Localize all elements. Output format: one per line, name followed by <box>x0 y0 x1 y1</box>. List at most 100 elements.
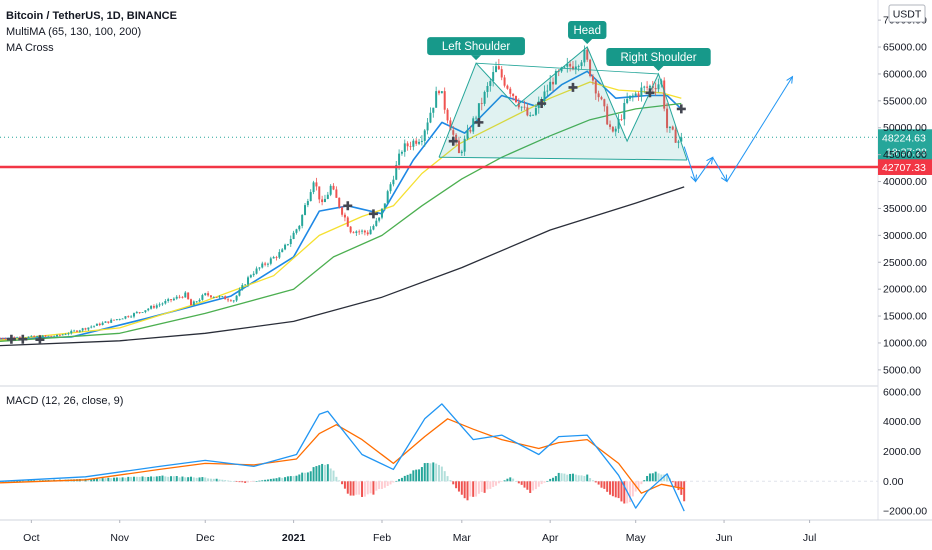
macd-bar-positive <box>566 474 569 482</box>
candle-up <box>104 321 107 323</box>
candle-up <box>289 238 292 245</box>
candle-down <box>227 299 230 301</box>
macd-bar-negative <box>375 481 378 491</box>
ma-cross-marker <box>645 88 655 98</box>
candle-up <box>87 327 90 330</box>
time-axis-label: Oct <box>23 532 39 544</box>
candle-up <box>212 297 215 298</box>
candle-up <box>124 316 127 319</box>
macd-bar-negative <box>529 481 532 493</box>
candle-down <box>1 338 4 339</box>
macd-bar-positive <box>646 475 649 482</box>
candle-down <box>178 296 181 298</box>
candle-down <box>591 76 594 81</box>
macd-bar-positive <box>552 477 555 482</box>
candle-up <box>380 208 383 218</box>
macd-bar-positive <box>232 481 235 482</box>
candle-down <box>509 88 512 94</box>
candle-down <box>452 130 455 135</box>
macd-bar-positive <box>315 466 318 482</box>
macd-bar-positive <box>335 476 338 482</box>
macd-bar-positive <box>301 472 304 482</box>
macd-bar-positive <box>554 476 557 482</box>
macd-bar-positive <box>16 480 19 482</box>
candle-down <box>332 185 335 190</box>
candle-up <box>577 66 580 67</box>
macd-axis-label: 0.00 <box>883 476 904 488</box>
macd-bar-positive <box>509 477 512 482</box>
macd-bar-positive <box>304 472 307 482</box>
candle-down <box>526 107 529 116</box>
macd-bar-positive <box>571 473 574 482</box>
candle-up <box>295 229 298 233</box>
macd-bar-positive <box>449 480 452 482</box>
ma-cross-marker <box>35 335 45 345</box>
candle-up <box>301 214 304 226</box>
macd-bar-negative <box>631 481 634 497</box>
pattern-label-right-shoulder: Right Shoulder <box>606 47 711 71</box>
candle-down <box>33 335 36 337</box>
macd-bar-negative <box>526 481 529 490</box>
candle-up <box>546 90 549 92</box>
macd-bar-positive <box>546 481 549 482</box>
candle-up <box>53 336 56 338</box>
ma-cross-marker <box>6 334 16 344</box>
macd-bar-positive <box>204 477 207 482</box>
candle-up <box>192 301 195 306</box>
time-axis-label: Dec <box>196 532 215 544</box>
macd-bar-positive <box>113 477 116 482</box>
candle-down <box>264 263 267 265</box>
candle-up <box>355 231 358 233</box>
time-axis-label: Feb <box>373 532 391 544</box>
macd-bar-positive <box>312 467 315 482</box>
macd-bar-positive <box>323 464 326 482</box>
macd-bar-positive <box>104 478 107 482</box>
macd-bar-positive <box>309 471 312 482</box>
candle-down <box>44 335 47 337</box>
ma-cross-marker <box>448 136 458 146</box>
candle-up <box>668 126 671 129</box>
projection-segment <box>712 157 728 182</box>
candle-down <box>98 323 101 326</box>
macd-bar-negative <box>475 481 478 497</box>
candle-up <box>238 289 241 296</box>
macd-bar-negative <box>341 481 344 485</box>
candle-up <box>617 118 620 129</box>
macd-bar-positive <box>663 474 666 482</box>
projection-segment <box>726 76 793 182</box>
candle-down <box>415 140 418 144</box>
macd-bar-positive <box>124 477 127 482</box>
ma-line-ma-200 <box>0 186 685 347</box>
candle-up <box>398 153 401 165</box>
candle-down <box>358 231 361 233</box>
candle-up <box>648 85 651 88</box>
candle-up <box>529 115 532 117</box>
macd-bar-positive <box>118 477 121 482</box>
candle-down <box>138 312 141 313</box>
macd-bar-negative <box>620 481 623 502</box>
grid <box>0 0 932 521</box>
candle-up <box>41 335 44 338</box>
macd-bar-negative <box>492 481 495 488</box>
macd-bar-negative <box>628 481 631 503</box>
candle-down <box>363 230 366 233</box>
currency-badge[interactable]: USDT <box>888 4 926 23</box>
candle-down <box>469 129 472 132</box>
macd-bar-negative <box>623 481 626 504</box>
candle-up <box>492 72 495 82</box>
macd-bar-positive <box>423 463 426 482</box>
macd-bar-positive <box>147 476 150 482</box>
macd-bar-positive <box>306 472 309 482</box>
macd-bar-positive <box>591 480 594 482</box>
candle-up <box>73 330 76 332</box>
pattern-label-box <box>606 47 711 66</box>
macd-bar-positive <box>438 464 440 482</box>
macd-bar-positive <box>175 476 178 482</box>
macd-bar-positive <box>95 478 98 482</box>
candle-up <box>369 229 372 235</box>
macd-bar-negative <box>455 481 458 489</box>
macd-bar-negative <box>369 481 372 494</box>
macd-bar-positive <box>98 478 101 482</box>
macd-bar-positive <box>435 463 438 482</box>
